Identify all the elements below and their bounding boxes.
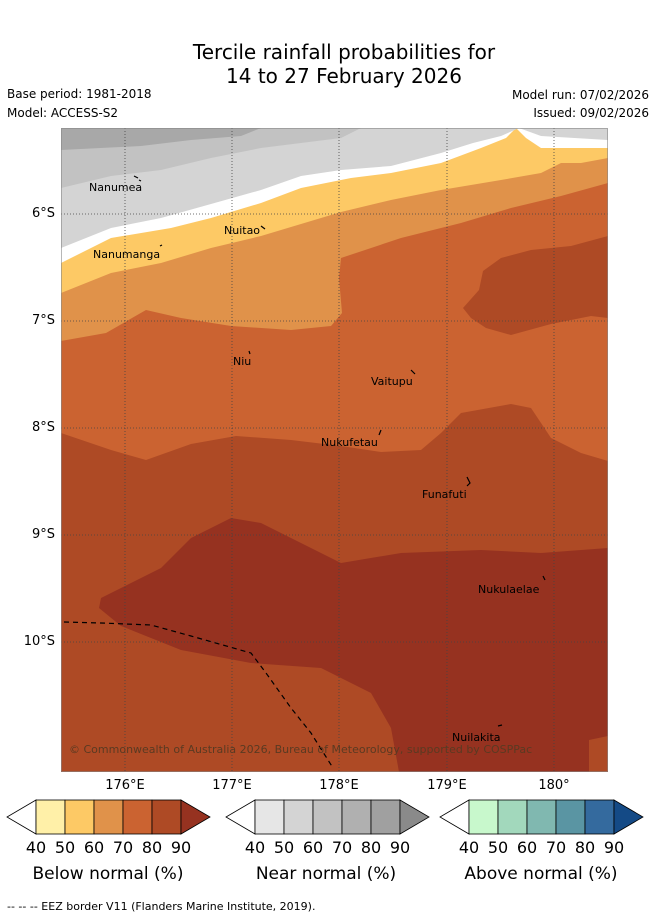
- colorbar-below-box: [64, 799, 95, 835]
- colorbar-above-tick: 40: [458, 838, 480, 857]
- region-near-70: [61, 128, 261, 150]
- map-frame: [61, 128, 608, 772]
- colorbar-above-box: [497, 799, 528, 835]
- colorbar-below-tick: 70: [112, 838, 134, 857]
- graticule: [61, 128, 608, 772]
- lat-label-6s: 6°S: [31, 206, 55, 221]
- copyright-notice: © Commonwealth of Australia 2026, Bureau…: [69, 743, 533, 756]
- lat-label-7s: 7°S: [31, 313, 55, 328]
- colorbar-above: [439, 799, 644, 835]
- colorbar-near-box: [312, 799, 343, 835]
- colorbar-near-high-extension: [399, 799, 430, 835]
- colorbar-near-tick: 90: [389, 838, 411, 857]
- colorbar-near-box: [341, 799, 372, 835]
- colorbar-above-label: Above normal (%): [464, 864, 618, 884]
- place-nukufetau: Nukufetau: [321, 436, 378, 449]
- colorbar-below-low-extension: [6, 799, 37, 835]
- colorbar-below-box: [151, 799, 182, 835]
- colorbar-below-tick: 40: [25, 838, 47, 857]
- colorbar-below-tick: 50: [54, 838, 76, 857]
- colorbar-above-tick: 60: [516, 838, 538, 857]
- colorbar-above-box: [584, 799, 615, 835]
- lon-label-179e: 179°E: [427, 778, 467, 793]
- colorbar-below-tick: 90: [170, 838, 192, 857]
- colorbar-near-box: [370, 799, 401, 835]
- colorbars: [6, 799, 644, 835]
- eez-legend: -- -- -- EEZ border V11 (Flanders Marine…: [7, 900, 316, 913]
- place-nukulaelae: Nukulaelae: [478, 583, 540, 596]
- colorbar-near-tick: 40: [244, 838, 266, 857]
- lat-label-10s: 10°S: [23, 634, 55, 649]
- colorbar-near-low-extension: [225, 799, 256, 835]
- title-line-1: Tercile rainfall probabilities for: [192, 40, 496, 64]
- title-line-2: 14 to 27 February 2026: [226, 64, 462, 88]
- map-title: Tercile rainfall probabilities for 14 to…: [0, 40, 655, 88]
- place-funafuti: Funafuti: [422, 488, 467, 501]
- model-run: Model run: 07/02/2026: [511, 88, 649, 102]
- lon-label-177e: 177°E: [212, 778, 252, 793]
- model-name: Model: ACCESS-S2: [7, 106, 119, 120]
- colorbar-near-tick: 80: [360, 838, 382, 857]
- colorbar-above-tick: 80: [574, 838, 596, 857]
- colorbar-below-tick: 80: [141, 838, 163, 857]
- colorbar-above-tick: 70: [545, 838, 567, 857]
- probability-map: [61, 128, 608, 772]
- place-nuilakita: Nuilakita: [452, 731, 501, 744]
- colorbar-below-label: Below normal (%): [32, 864, 184, 884]
- colorbar-above-box: [555, 799, 586, 835]
- lat-label-8s: 8°S: [31, 420, 55, 435]
- colorbar-below: [6, 799, 211, 835]
- base-period: Base period: 1981-2018: [7, 87, 152, 101]
- region-below-80-east: [463, 236, 608, 335]
- colorbar-above-tick: 50: [487, 838, 509, 857]
- colorbar-above-box: [468, 799, 499, 835]
- colorbar-above-low-extension: [439, 799, 470, 835]
- island-marks: [133, 175, 546, 727]
- lat-label-9s: 9°S: [31, 527, 55, 542]
- place-nuitao: Nuitao: [224, 224, 261, 237]
- place-nanumanga: Nanumanga: [93, 248, 161, 261]
- colorbar-below-tick: 60: [83, 838, 105, 857]
- colorbar-above-high-extension: [613, 799, 644, 835]
- colorbar-below-box: [35, 799, 66, 835]
- colorbar-above-tick: 90: [603, 838, 625, 857]
- lon-label-178e: 178°E: [319, 778, 359, 793]
- colorbar-near-box: [254, 799, 285, 835]
- colorbar-near-tick: 70: [331, 838, 353, 857]
- region-below-80-south: [589, 736, 608, 772]
- colorbar-above-box: [526, 799, 557, 835]
- lon-label-176e: 176°E: [105, 778, 145, 793]
- colorbar-below-high-extension: [180, 799, 211, 835]
- lon-label-180: 180°: [538, 778, 570, 793]
- colorbar-near-tick: 50: [273, 838, 295, 857]
- colorbar-below-box: [122, 799, 153, 835]
- colorbar-near-tick: 60: [302, 838, 324, 857]
- issued-date: Issued: 09/02/2026: [533, 106, 649, 120]
- colorbar-below-box: [93, 799, 124, 835]
- place-vaitupu: Vaitupu: [371, 375, 413, 388]
- place-niu: Niu: [233, 355, 252, 368]
- place-nanumea: Nanumea: [89, 181, 143, 194]
- eez-border: [63, 621, 334, 769]
- colorbar-near-label: Near normal (%): [255, 864, 397, 884]
- colorbar-near: [225, 799, 430, 835]
- colorbar-near-box: [283, 799, 314, 835]
